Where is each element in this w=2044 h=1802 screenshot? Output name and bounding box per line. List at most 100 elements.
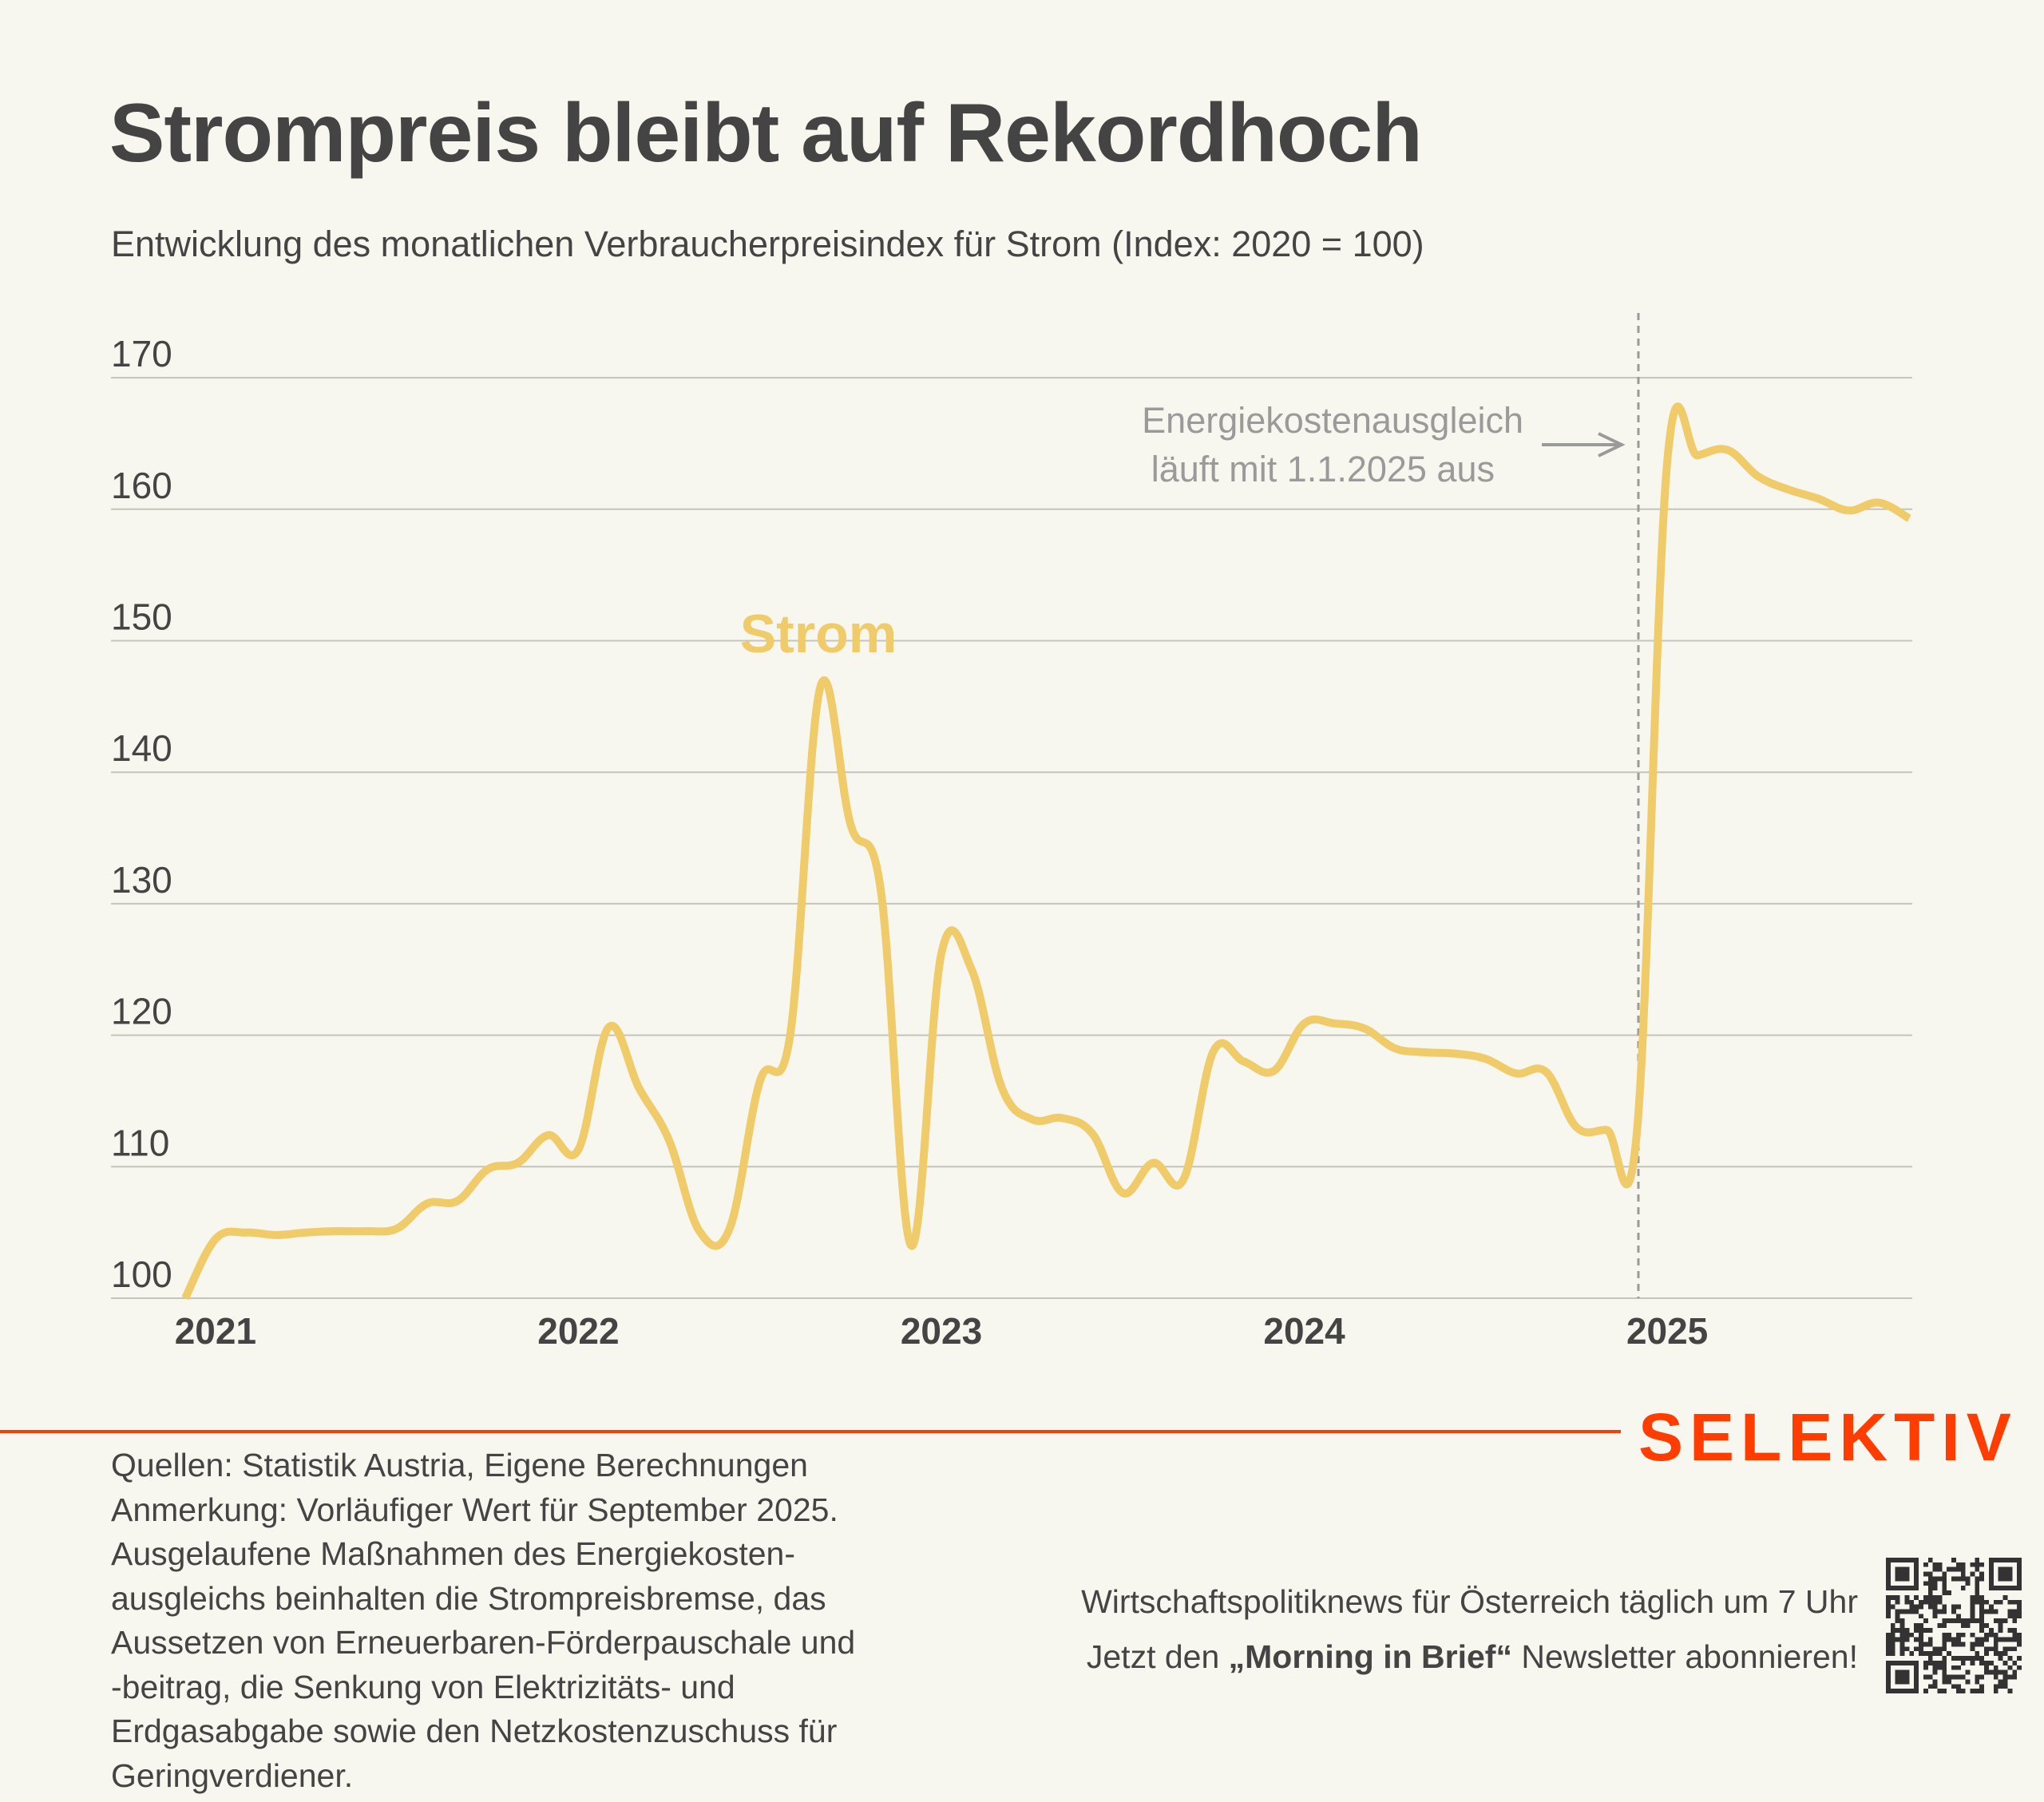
data-point-2021-06 <box>363 1228 370 1234</box>
note-line: -beitrag, die Senkung von Elektrizitäts-… <box>111 1668 735 1705</box>
data-point-2025-04 <box>1755 473 1761 480</box>
y-tick-label: 130 <box>111 859 172 901</box>
newsletter-name: „Morning in Brief“ <box>1228 1638 1512 1675</box>
data-point-2025-08 <box>1876 500 1882 506</box>
note-line: Quellen: Statistik Austria, Eigene Berec… <box>111 1447 808 1483</box>
x-tick-label: 2023 <box>901 1310 982 1352</box>
data-point-2023-07 <box>1119 1190 1126 1196</box>
data-point-2023-03 <box>999 1084 1005 1091</box>
data-point-2023-04 <box>1029 1116 1036 1123</box>
selektiv-logo: SELEKTIV <box>1638 1400 2018 1475</box>
note-line: Ausgelaufene Maßnahmen des Energiekosten… <box>111 1535 795 1572</box>
data-point-2023-10 <box>1210 1048 1217 1054</box>
note-line: Aussetzen von Erneuerbaren-Förderpauscha… <box>111 1624 856 1661</box>
data-point-2023-01 <box>938 950 945 956</box>
data-point-2023-12 <box>1271 1067 1278 1074</box>
data-point-2025-09 <box>1906 515 1912 521</box>
y-axis-ticks: 100 110 120 130 140 150 160 170 <box>111 333 172 1295</box>
x-tick-label: 2021 <box>175 1310 256 1352</box>
data-point-2023-06 <box>1089 1131 1095 1137</box>
promo-suffix: Newsletter abonnieren! <box>1511 1638 1858 1675</box>
data-point-2025-02 <box>1694 452 1701 458</box>
annotation-text-line-1: Energiekostenausgleich <box>1142 400 1523 441</box>
data-point-2021-10 <box>485 1166 491 1173</box>
data-point-2022-12 <box>908 1242 914 1249</box>
data-point-2024-01 <box>1301 1020 1308 1027</box>
note-line: Geringverdiener. <box>111 1756 354 1794</box>
series-label-strom: Strom <box>740 604 897 664</box>
data-point-2022-03 <box>636 1084 642 1091</box>
y-tick-label: 120 <box>111 991 172 1032</box>
y-tick-label: 100 <box>111 1253 172 1295</box>
x-tick-label: 2022 <box>537 1310 619 1352</box>
data-point-2022-01 <box>575 1147 581 1153</box>
data-point-2025-01 <box>1664 459 1670 465</box>
data-point-2025-06 <box>1816 496 1822 502</box>
data-point-2024-08 <box>1513 1070 1519 1076</box>
promo-prefix: Jetzt den <box>1086 1638 1229 1675</box>
gridlines <box>111 377 1912 1299</box>
y-tick-label: 110 <box>111 1122 169 1163</box>
data-point-2025-07 <box>1845 507 1852 513</box>
data-point-2022-07 <box>757 1078 763 1084</box>
data-point-2022-09 <box>817 683 823 690</box>
y-tick-label: 140 <box>111 727 172 769</box>
data-point-2021-04 <box>303 1230 310 1236</box>
data-point-2021-01 <box>212 1236 219 1242</box>
footer-divider <box>0 1430 1621 1433</box>
data-point-2023-05 <box>1060 1115 1066 1121</box>
annotation-arrow-icon <box>1542 432 1626 457</box>
promo-line-2[interactable]: Jetzt den „Morning in Brief“ Newsletter … <box>1081 1630 1858 1685</box>
footer-notes: Quellen: Statistik Austria, Eigene Berec… <box>111 1444 855 1798</box>
data-point-2021-08 <box>424 1200 430 1206</box>
data-point-2023-09 <box>1180 1177 1186 1183</box>
y-tick-label: 150 <box>111 596 172 638</box>
data-point-2022-05 <box>696 1228 703 1234</box>
data-point-2022-11 <box>877 887 884 893</box>
data-point-2022-08 <box>787 1032 794 1039</box>
data-point-2024-03 <box>1361 1025 1368 1032</box>
x-tick-label: 2024 <box>1263 1310 1345 1352</box>
chart-subtitle: Entwicklung des monatlichen Verbraucherp… <box>111 224 1424 264</box>
data-point-2024-06 <box>1452 1051 1459 1057</box>
data-point-2024-11 <box>1603 1127 1610 1133</box>
note-line: Anmerkung: Vorläufiger Wert für Septembe… <box>111 1491 838 1528</box>
annotation-text-line-2: läuft mit 1.1.2025 aus <box>1151 449 1495 489</box>
x-axis-ticks: 2021 2022 2023 2024 2025 <box>175 1310 1709 1352</box>
data-point-2020-12 <box>182 1295 188 1301</box>
qr-code-icon[interactable] <box>1886 1558 2022 1693</box>
data-point-2024-12 <box>1634 1128 1640 1135</box>
data-point-2021-02 <box>243 1230 249 1236</box>
note-line: ausgleichs beinhalten die Strompreisbrem… <box>111 1579 826 1617</box>
data-point-2022-06 <box>727 1226 733 1232</box>
data-point-2022-04 <box>666 1137 672 1143</box>
note-line: Erdgasabgabe sowie den Netzkostenzuschus… <box>111 1713 838 1749</box>
data-point-2024-05 <box>1422 1049 1428 1055</box>
data-point-2024-09 <box>1543 1069 1550 1075</box>
chart-title: Strompreis bleibt auf Rekordhoch <box>109 87 1423 180</box>
data-point-2025-03 <box>1725 447 1731 453</box>
data-point-2024-07 <box>1483 1055 1489 1062</box>
data-point-2023-11 <box>1241 1059 1247 1065</box>
data-point-2022-10 <box>847 822 854 828</box>
y-tick-label: 170 <box>111 333 172 374</box>
data-point-2024-04 <box>1392 1045 1398 1051</box>
data-point-2021-03 <box>273 1232 279 1238</box>
x-tick-label: 2025 <box>1626 1310 1708 1352</box>
data-point-2023-08 <box>1150 1159 1156 1166</box>
data-point-2024-10 <box>1573 1124 1579 1131</box>
y-tick-label: 160 <box>111 465 172 506</box>
series-line-strom <box>181 402 1911 1301</box>
data-point-2021-05 <box>333 1228 339 1234</box>
data-point-2023-02 <box>969 966 975 972</box>
newsletter-promo: Wirtschaftspolitiknews für Österreich tä… <box>1081 1574 1858 1685</box>
data-point-2021-09 <box>454 1198 461 1204</box>
data-point-2021-12 <box>545 1132 552 1139</box>
promo-line-1: Wirtschaftspolitiknews für Österreich tä… <box>1081 1583 1858 1620</box>
data-point-2021-11 <box>515 1159 521 1166</box>
data-point-2022-02 <box>605 1024 612 1031</box>
data-point-2024-02 <box>1331 1020 1337 1027</box>
data-point-2025-05 <box>1785 486 1792 493</box>
data-point-2021-07 <box>394 1226 400 1232</box>
